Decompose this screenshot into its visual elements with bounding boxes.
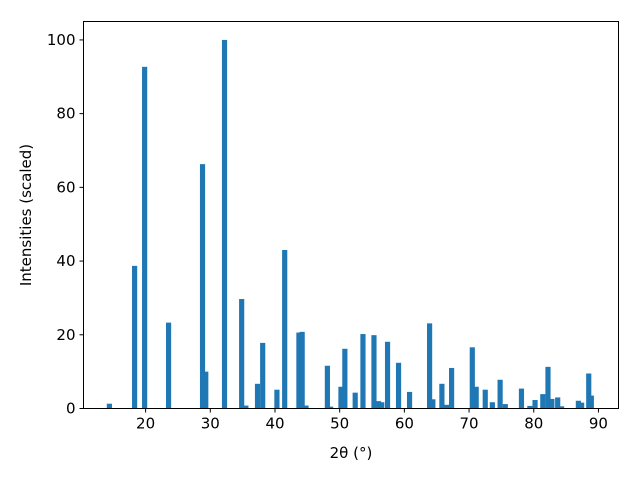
- bar: [558, 406, 565, 409]
- bar: [203, 371, 209, 409]
- y-tick-label: 20: [56, 326, 75, 344]
- bar: [221, 39, 228, 409]
- bar: [384, 341, 391, 409]
- x-tick-label: 70: [460, 415, 479, 433]
- bar: [489, 402, 495, 409]
- bar: [165, 322, 172, 409]
- plot-frame: [83, 21, 619, 409]
- bar: [588, 395, 594, 409]
- bar: [473, 386, 479, 409]
- bar: [299, 331, 305, 409]
- bar: [132, 265, 138, 409]
- bar: [296, 332, 302, 409]
- bar: [549, 398, 555, 409]
- y-tick-label: 80: [56, 105, 75, 123]
- x-tick-label: 90: [589, 415, 608, 433]
- y-tick-label: 0: [66, 400, 76, 418]
- bar: [342, 348, 348, 409]
- bar: [338, 386, 344, 409]
- y-tick-label: 60: [56, 178, 75, 196]
- bar: [427, 323, 433, 409]
- bar: [360, 334, 366, 409]
- bar: [395, 362, 402, 409]
- x-tick-label: 30: [201, 415, 220, 433]
- x-tick-label: 20: [136, 415, 155, 433]
- x-tick-label: 50: [330, 415, 349, 433]
- x-tick-label: 40: [265, 415, 284, 433]
- bar: [406, 391, 413, 409]
- bar: [586, 373, 592, 409]
- bar: [482, 389, 488, 409]
- bar: [518, 388, 525, 409]
- bar: [352, 392, 358, 409]
- bar: [239, 299, 245, 409]
- bar: [324, 365, 330, 409]
- bar: [540, 394, 546, 409]
- y-tick-label: 100: [47, 31, 76, 49]
- bar: [379, 402, 385, 409]
- bar: [545, 366, 551, 409]
- y-tick-label: 40: [56, 252, 75, 270]
- bar: [243, 405, 249, 409]
- x-tick-label: 80: [524, 415, 543, 433]
- x-tick-label: 60: [395, 415, 414, 433]
- x-axis-label: 2θ (°): [330, 444, 373, 462]
- bar: [532, 400, 538, 409]
- bar: [328, 406, 334, 409]
- bar: [254, 383, 261, 409]
- bar: [502, 404, 508, 409]
- bar: [575, 400, 581, 409]
- bar: [430, 399, 436, 409]
- bar: [371, 335, 377, 409]
- bar: [303, 405, 309, 409]
- y-axis-label: Intensities (scaled): [17, 144, 35, 286]
- bar: [106, 403, 112, 409]
- bar: [443, 404, 450, 409]
- bar: [375, 401, 382, 409]
- bar: [527, 405, 533, 409]
- bar: [497, 379, 503, 409]
- bar: [199, 164, 206, 409]
- bar: [274, 389, 280, 409]
- bar: [142, 66, 148, 409]
- bar: [439, 383, 445, 409]
- bar: [260, 342, 266, 409]
- bar: [579, 402, 585, 409]
- bar: [282, 250, 288, 409]
- bar: [555, 397, 561, 409]
- bar: [469, 347, 475, 409]
- bar: [449, 367, 455, 409]
